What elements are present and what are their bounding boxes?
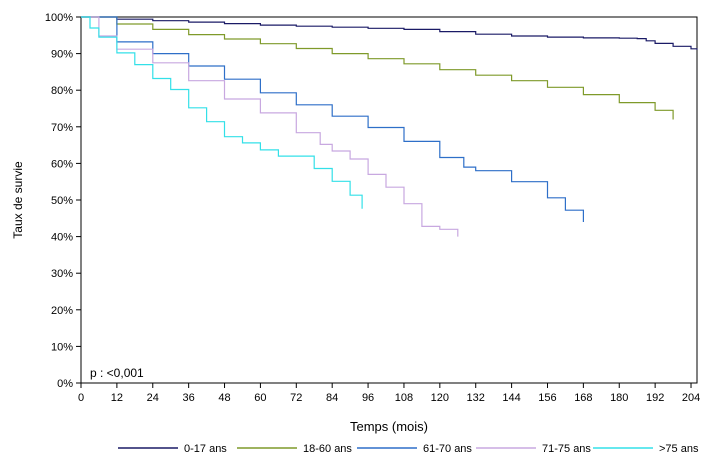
y-tick-label: 100% bbox=[45, 12, 73, 24]
x-tick-label: 180 bbox=[610, 392, 628, 404]
x-tick-label: 12 bbox=[111, 392, 123, 404]
y-tick-label: 20% bbox=[51, 305, 73, 317]
x-tick-label: 24 bbox=[147, 392, 159, 404]
x-tick-label: 120 bbox=[431, 392, 449, 404]
series-layer bbox=[81, 16, 698, 237]
p-value-annotation: p : <0,001 bbox=[90, 366, 144, 380]
x-tick-label: 48 bbox=[218, 392, 230, 404]
x-axis-label: Temps (mois) bbox=[350, 419, 428, 434]
x-tick-label: 204 bbox=[682, 392, 700, 404]
y-tick-label: 90% bbox=[51, 49, 73, 61]
x-tick-label: 156 bbox=[538, 392, 556, 404]
x-tick-label: 132 bbox=[467, 392, 485, 404]
x-tick-label: 60 bbox=[254, 392, 266, 404]
x-tick-label: 108 bbox=[395, 392, 413, 404]
series-line-71-75-ans bbox=[81, 16, 459, 237]
series-line-18-60-ans bbox=[81, 16, 674, 120]
y-tick-label: 30% bbox=[51, 268, 73, 280]
y-tick-label: 0% bbox=[57, 378, 73, 390]
series-line-75-ans bbox=[81, 16, 363, 209]
series-line-61-70-ans bbox=[81, 16, 584, 222]
plot-frame bbox=[80, 16, 698, 384]
x-tick-label: 0 bbox=[78, 392, 84, 404]
y-tick-label: 80% bbox=[51, 85, 73, 97]
legend-label: >75 ans bbox=[659, 443, 699, 455]
y-tick-label: 10% bbox=[51, 341, 73, 353]
y-axis-label: Taux de survie bbox=[11, 161, 25, 239]
x-tick-label: 168 bbox=[574, 392, 592, 404]
y-tick-label: 40% bbox=[51, 232, 73, 244]
y-tick-label: 60% bbox=[51, 158, 73, 170]
y-axis: 0% 10% 20% 30% 40% 50% 60% 70% 80% 90% 100% bbox=[45, 12, 81, 390]
x-axis: 0 12 24 36 48 60 72 84 96 108 120 132 144 156 168 180 19… bbox=[78, 383, 700, 404]
x-tick-label: 84 bbox=[326, 392, 338, 404]
series-line-0-17-ans bbox=[81, 16, 698, 50]
x-tick-label: 192 bbox=[646, 392, 664, 404]
legend-label: 61-70 ans bbox=[423, 443, 472, 455]
y-tick-label: 70% bbox=[51, 122, 73, 134]
x-tick-label: 144 bbox=[502, 392, 520, 404]
x-tick-label: 72 bbox=[290, 392, 302, 404]
x-tick-label: 96 bbox=[362, 392, 374, 404]
legend-label: 18-60 ans bbox=[303, 443, 352, 455]
legend-label: 71-75 ans bbox=[542, 443, 591, 455]
x-tick-label: 36 bbox=[183, 392, 195, 404]
legend: 0-17 ans 18-60 ans 61-70 ans 71-75 ans >75 a… bbox=[118, 443, 699, 455]
legend-label: 0-17 ans bbox=[184, 443, 227, 455]
y-tick-label: 50% bbox=[51, 195, 73, 207]
